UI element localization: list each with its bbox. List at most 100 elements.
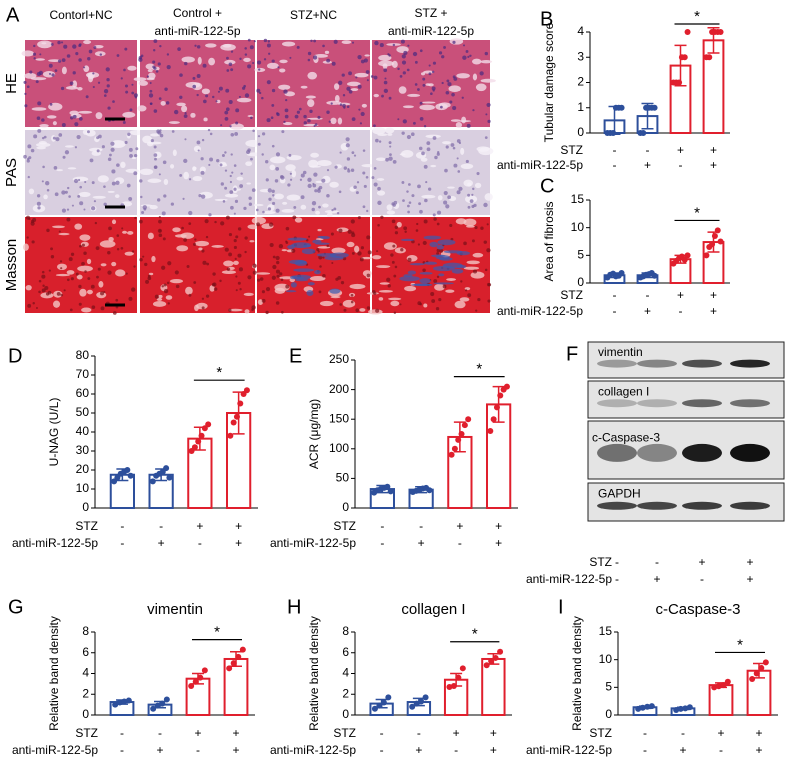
nucleus: [128, 147, 133, 152]
tubule-lumen: [197, 56, 202, 65]
nucleus: [261, 132, 266, 136]
collagen-stain: [399, 275, 420, 282]
data-point: [651, 104, 658, 111]
nucleus: [339, 303, 343, 306]
tubule-lumen: [147, 178, 162, 183]
nucleus: [66, 217, 71, 222]
tubule-lumen: [421, 101, 436, 104]
nucleus: [46, 188, 50, 192]
nucleus: [472, 109, 475, 112]
nucleus: [419, 209, 423, 214]
nucleus: [92, 72, 95, 75]
tubule-lumen: [169, 279, 184, 284]
nucleus: [406, 134, 411, 140]
tubule-lumen: [255, 272, 271, 275]
row-label: Masson: [3, 239, 20, 292]
nucleus: [108, 226, 112, 231]
y-tick-label: 2: [577, 75, 584, 89]
tubule-lumen: [46, 115, 57, 119]
nucleus: [330, 232, 334, 236]
collagen-stain: [285, 290, 297, 293]
condition-label: STZ: [333, 726, 356, 740]
nucleus: [314, 189, 318, 193]
tubule-lumen: [77, 87, 83, 91]
chart-title: c-Caspase-3: [655, 601, 740, 618]
y-tick-label: 6: [82, 645, 89, 659]
nucleus: [441, 55, 445, 59]
column-header: Contorl+NC: [49, 8, 112, 22]
nucleus: [449, 100, 453, 104]
condition-sign: -: [643, 726, 647, 740]
nucleus: [281, 130, 285, 134]
blot-label: c-Caspase-3: [592, 431, 660, 445]
nucleus: [439, 248, 444, 253]
nucleus: [456, 157, 459, 160]
nucleus: [433, 279, 438, 283]
tubule-lumen: [23, 243, 29, 251]
nucleus: [351, 117, 356, 122]
tubule-lumen: [474, 182, 482, 189]
collagen-stain: [307, 282, 315, 286]
nucleus: [28, 156, 32, 160]
nucleus: [276, 112, 280, 117]
nucleus: [94, 221, 98, 225]
nucleus: [428, 64, 431, 67]
tubule-lumen: [423, 70, 435, 74]
panel-letter: A: [6, 4, 20, 26]
nucleus: [212, 282, 217, 287]
blot-band: [597, 399, 637, 408]
nucleus: [322, 44, 325, 48]
nucleus: [239, 184, 244, 188]
nucleus: [125, 90, 129, 94]
tubule-lumen: [133, 77, 147, 82]
collagen-stain: [409, 262, 426, 266]
nucleus: [387, 53, 390, 56]
data-point: [483, 662, 490, 669]
tubule-lumen: [39, 124, 49, 128]
nucleus: [311, 201, 317, 206]
nucleus: [400, 39, 405, 44]
nucleus: [144, 262, 148, 267]
data-point: [243, 387, 250, 394]
nucleus: [334, 165, 338, 169]
tubule-lumen: [35, 58, 45, 61]
nucleus: [163, 288, 169, 294]
tubule-lumen: [56, 263, 67, 271]
data-point: [651, 272, 658, 279]
nucleus: [93, 46, 97, 49]
nucleus: [46, 228, 50, 233]
tubule-lumen: [72, 80, 78, 88]
nucleus: [66, 54, 71, 58]
nucleus: [89, 158, 94, 163]
data-point: [233, 413, 240, 420]
collagen-stain: [303, 244, 311, 248]
nucleus: [167, 261, 172, 266]
tubule-lumen: [115, 269, 126, 277]
nucleus: [142, 255, 145, 258]
data-point: [205, 421, 212, 428]
nucleus: [294, 114, 299, 119]
nucleus: [268, 52, 271, 55]
tubule-lumen: [36, 146, 47, 150]
nucleus: [388, 156, 393, 161]
nucleus: [235, 121, 239, 125]
nucleus: [207, 128, 211, 132]
nucleus: [103, 94, 107, 97]
nucleus: [341, 73, 345, 77]
nucleus: [280, 175, 285, 180]
nucleus: [452, 75, 456, 79]
nucleus: [417, 184, 421, 189]
nucleus: [485, 113, 488, 116]
nucleus: [346, 105, 350, 109]
nucleus: [307, 118, 311, 123]
nucleus: [426, 147, 431, 152]
data-point: [384, 483, 391, 490]
nucleus: [124, 84, 128, 88]
nucleus: [225, 107, 230, 112]
nucleus: [271, 275, 276, 280]
nucleus: [131, 91, 135, 95]
tubule-lumen: [472, 73, 478, 81]
nucleus: [377, 200, 382, 205]
nucleus: [319, 265, 322, 268]
nucleus: [153, 165, 158, 169]
